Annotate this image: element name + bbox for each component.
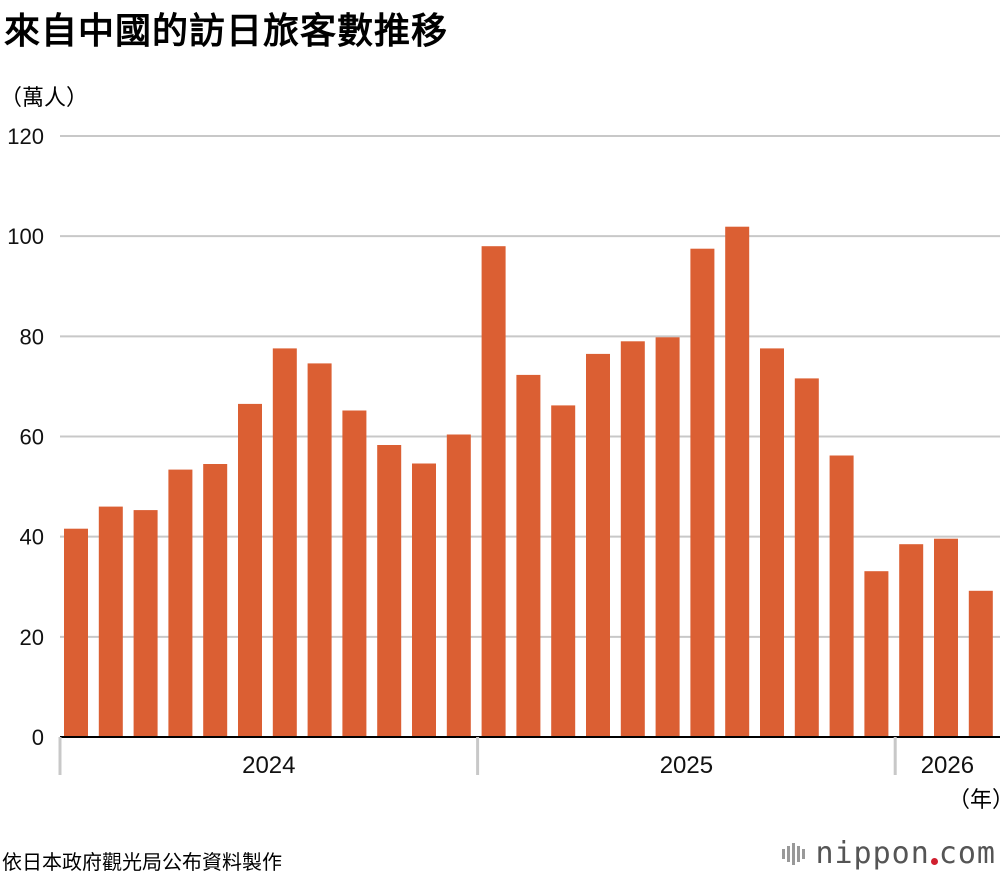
brand-logo: nippon com xyxy=(781,836,996,871)
bar-5 xyxy=(203,464,228,737)
bar-19 xyxy=(690,248,715,737)
brand-bars-icon xyxy=(782,842,806,865)
bar-1 xyxy=(64,528,88,737)
year-label-2026: 2026 xyxy=(921,752,974,779)
bar-20 xyxy=(725,226,750,737)
year-label-2024: 2024 xyxy=(242,752,295,779)
bar-2 xyxy=(98,506,123,737)
y-tick-label-40: 40 xyxy=(20,525,44,550)
bar-11 xyxy=(412,463,436,737)
bars xyxy=(64,226,993,737)
bar-24 xyxy=(864,571,889,737)
bar-4 xyxy=(168,469,193,737)
bar-14 xyxy=(516,374,541,737)
year-label-2025: 2025 xyxy=(660,752,713,779)
bar-6 xyxy=(238,403,262,737)
y-axis-unit-label: （萬人） xyxy=(0,86,89,111)
source-note: 依日本政府觀光局公布資料製作 xyxy=(2,850,282,874)
y-tick-label-80: 80 xyxy=(20,324,44,349)
bar-18 xyxy=(655,337,680,737)
bar-8 xyxy=(307,363,332,737)
y-tick-label-120: 120 xyxy=(7,124,44,149)
y-tick-label-60: 60 xyxy=(20,425,44,450)
x-axis: 2024 2025 2026 xyxy=(58,736,1000,779)
bar-22 xyxy=(794,378,819,737)
bar-27 xyxy=(968,590,993,737)
y-tick-label-20: 20 xyxy=(20,625,44,650)
bar-21 xyxy=(760,348,784,737)
bar-26 xyxy=(934,538,958,737)
chart-title: 來自中國的訪日旅客數推移 xyxy=(4,11,449,52)
bar-3 xyxy=(133,510,158,737)
bar-12 xyxy=(446,434,471,737)
bar-23 xyxy=(829,455,854,737)
bar-9 xyxy=(342,410,367,737)
brand-name-left: nippon xyxy=(815,836,930,871)
x-axis-unit-label: （年） xyxy=(948,788,1000,813)
y-tick-label-0: 0 xyxy=(32,725,44,750)
bar-15 xyxy=(551,405,576,737)
y-tick-label-100: 100 xyxy=(7,224,44,249)
brand-dot xyxy=(930,858,938,865)
bar-17 xyxy=(620,341,645,737)
bar-16 xyxy=(586,353,610,737)
y-tick-labels: 0 20 40 60 80 100 120 xyxy=(7,124,44,750)
bar-10 xyxy=(377,445,402,737)
bar-13 xyxy=(481,246,506,737)
bar-7 xyxy=(272,348,297,737)
brand-name-right: com xyxy=(938,836,996,871)
bar-25 xyxy=(899,544,924,737)
